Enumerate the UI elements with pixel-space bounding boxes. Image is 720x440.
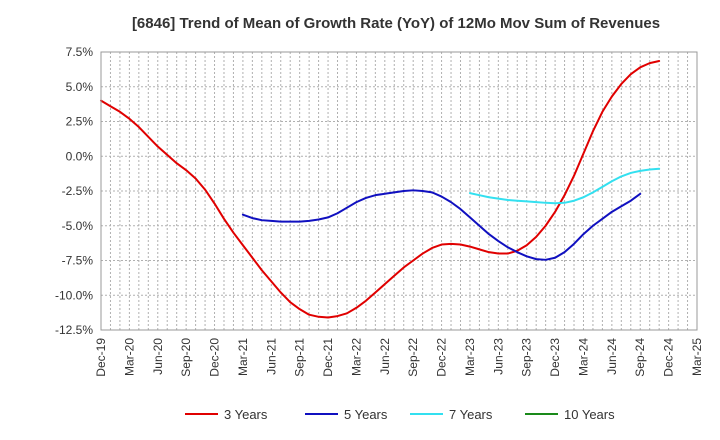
- legend: 3 Years 5 Years 7 Years 10 Years: [185, 407, 615, 422]
- x-tick-label: Dec-24: [662, 338, 676, 377]
- x-tick-label: Sep-23: [520, 338, 534, 377]
- x-tick-label: Sep-21: [293, 338, 307, 377]
- legend-label: 3 Years: [224, 407, 268, 422]
- x-axis-ticks: Dec-19 Mar-20 Jun-20 Sep-20 Dec-20 Mar-21 Jun-…: [94, 338, 704, 377]
- x-tick-label: Jun-23: [491, 338, 505, 375]
- legend-label: 5 Years: [344, 407, 388, 422]
- x-tick-label: Dec-23: [548, 338, 562, 377]
- x-tick-label: Mar-22: [349, 338, 363, 376]
- x-tick-label: Mar-20: [122, 338, 136, 376]
- x-tick-label: Dec-22: [435, 338, 449, 377]
- x-tick-label: Jun-21: [264, 338, 278, 375]
- x-tick-label: Sep-24: [633, 338, 647, 377]
- x-tick-label: Mar-24: [576, 338, 590, 376]
- series-line-5-years: [241, 189, 642, 261]
- x-tick-label: Dec-20: [208, 338, 222, 377]
- plot-frame: [100, 51, 698, 331]
- x-tick-label: Sep-20: [179, 338, 193, 377]
- x-tick-label: Jun-20: [151, 338, 165, 375]
- y-tick-label: -10.0%: [55, 288, 93, 302]
- x-tick-label: Mar-21: [236, 338, 250, 376]
- x-tick-label: Dec-19: [94, 338, 108, 377]
- y-tick-label: -12.5%: [55, 323, 93, 337]
- legend-label: 10 Years: [564, 407, 615, 422]
- series-lines: [100, 60, 661, 319]
- x-tick-label: Dec-21: [321, 338, 335, 377]
- y-axis-ticks: 7.5% 5.0% 2.5% 0.0% -2.5% -5.0% -7.5% -10.0% -12…: [55, 45, 93, 337]
- y-tick-label: 0.0%: [66, 149, 94, 163]
- series-line-3-years: [100, 60, 661, 319]
- y-tick-label: -2.5%: [62, 184, 94, 198]
- x-tick-label: Jun-24: [605, 338, 619, 375]
- x-tick-label: Mar-23: [463, 338, 477, 376]
- y-tick-label: -7.5%: [62, 254, 94, 268]
- chart-title: [6846] Trend of Mean of Growth Rate (YoY…: [132, 15, 660, 32]
- y-tick-label: -5.0%: [62, 219, 94, 233]
- y-tick-label: 7.5%: [66, 45, 94, 59]
- y-tick-label: 5.0%: [66, 80, 94, 94]
- x-tick-label: Sep-22: [406, 338, 420, 377]
- legend-label: 7 Years: [449, 407, 493, 422]
- series-line-7-years: [468, 167, 661, 205]
- x-tick-label: Mar-25: [690, 338, 704, 376]
- y-tick-label: 2.5%: [66, 115, 94, 129]
- x-tick-label: Jun-22: [378, 338, 392, 375]
